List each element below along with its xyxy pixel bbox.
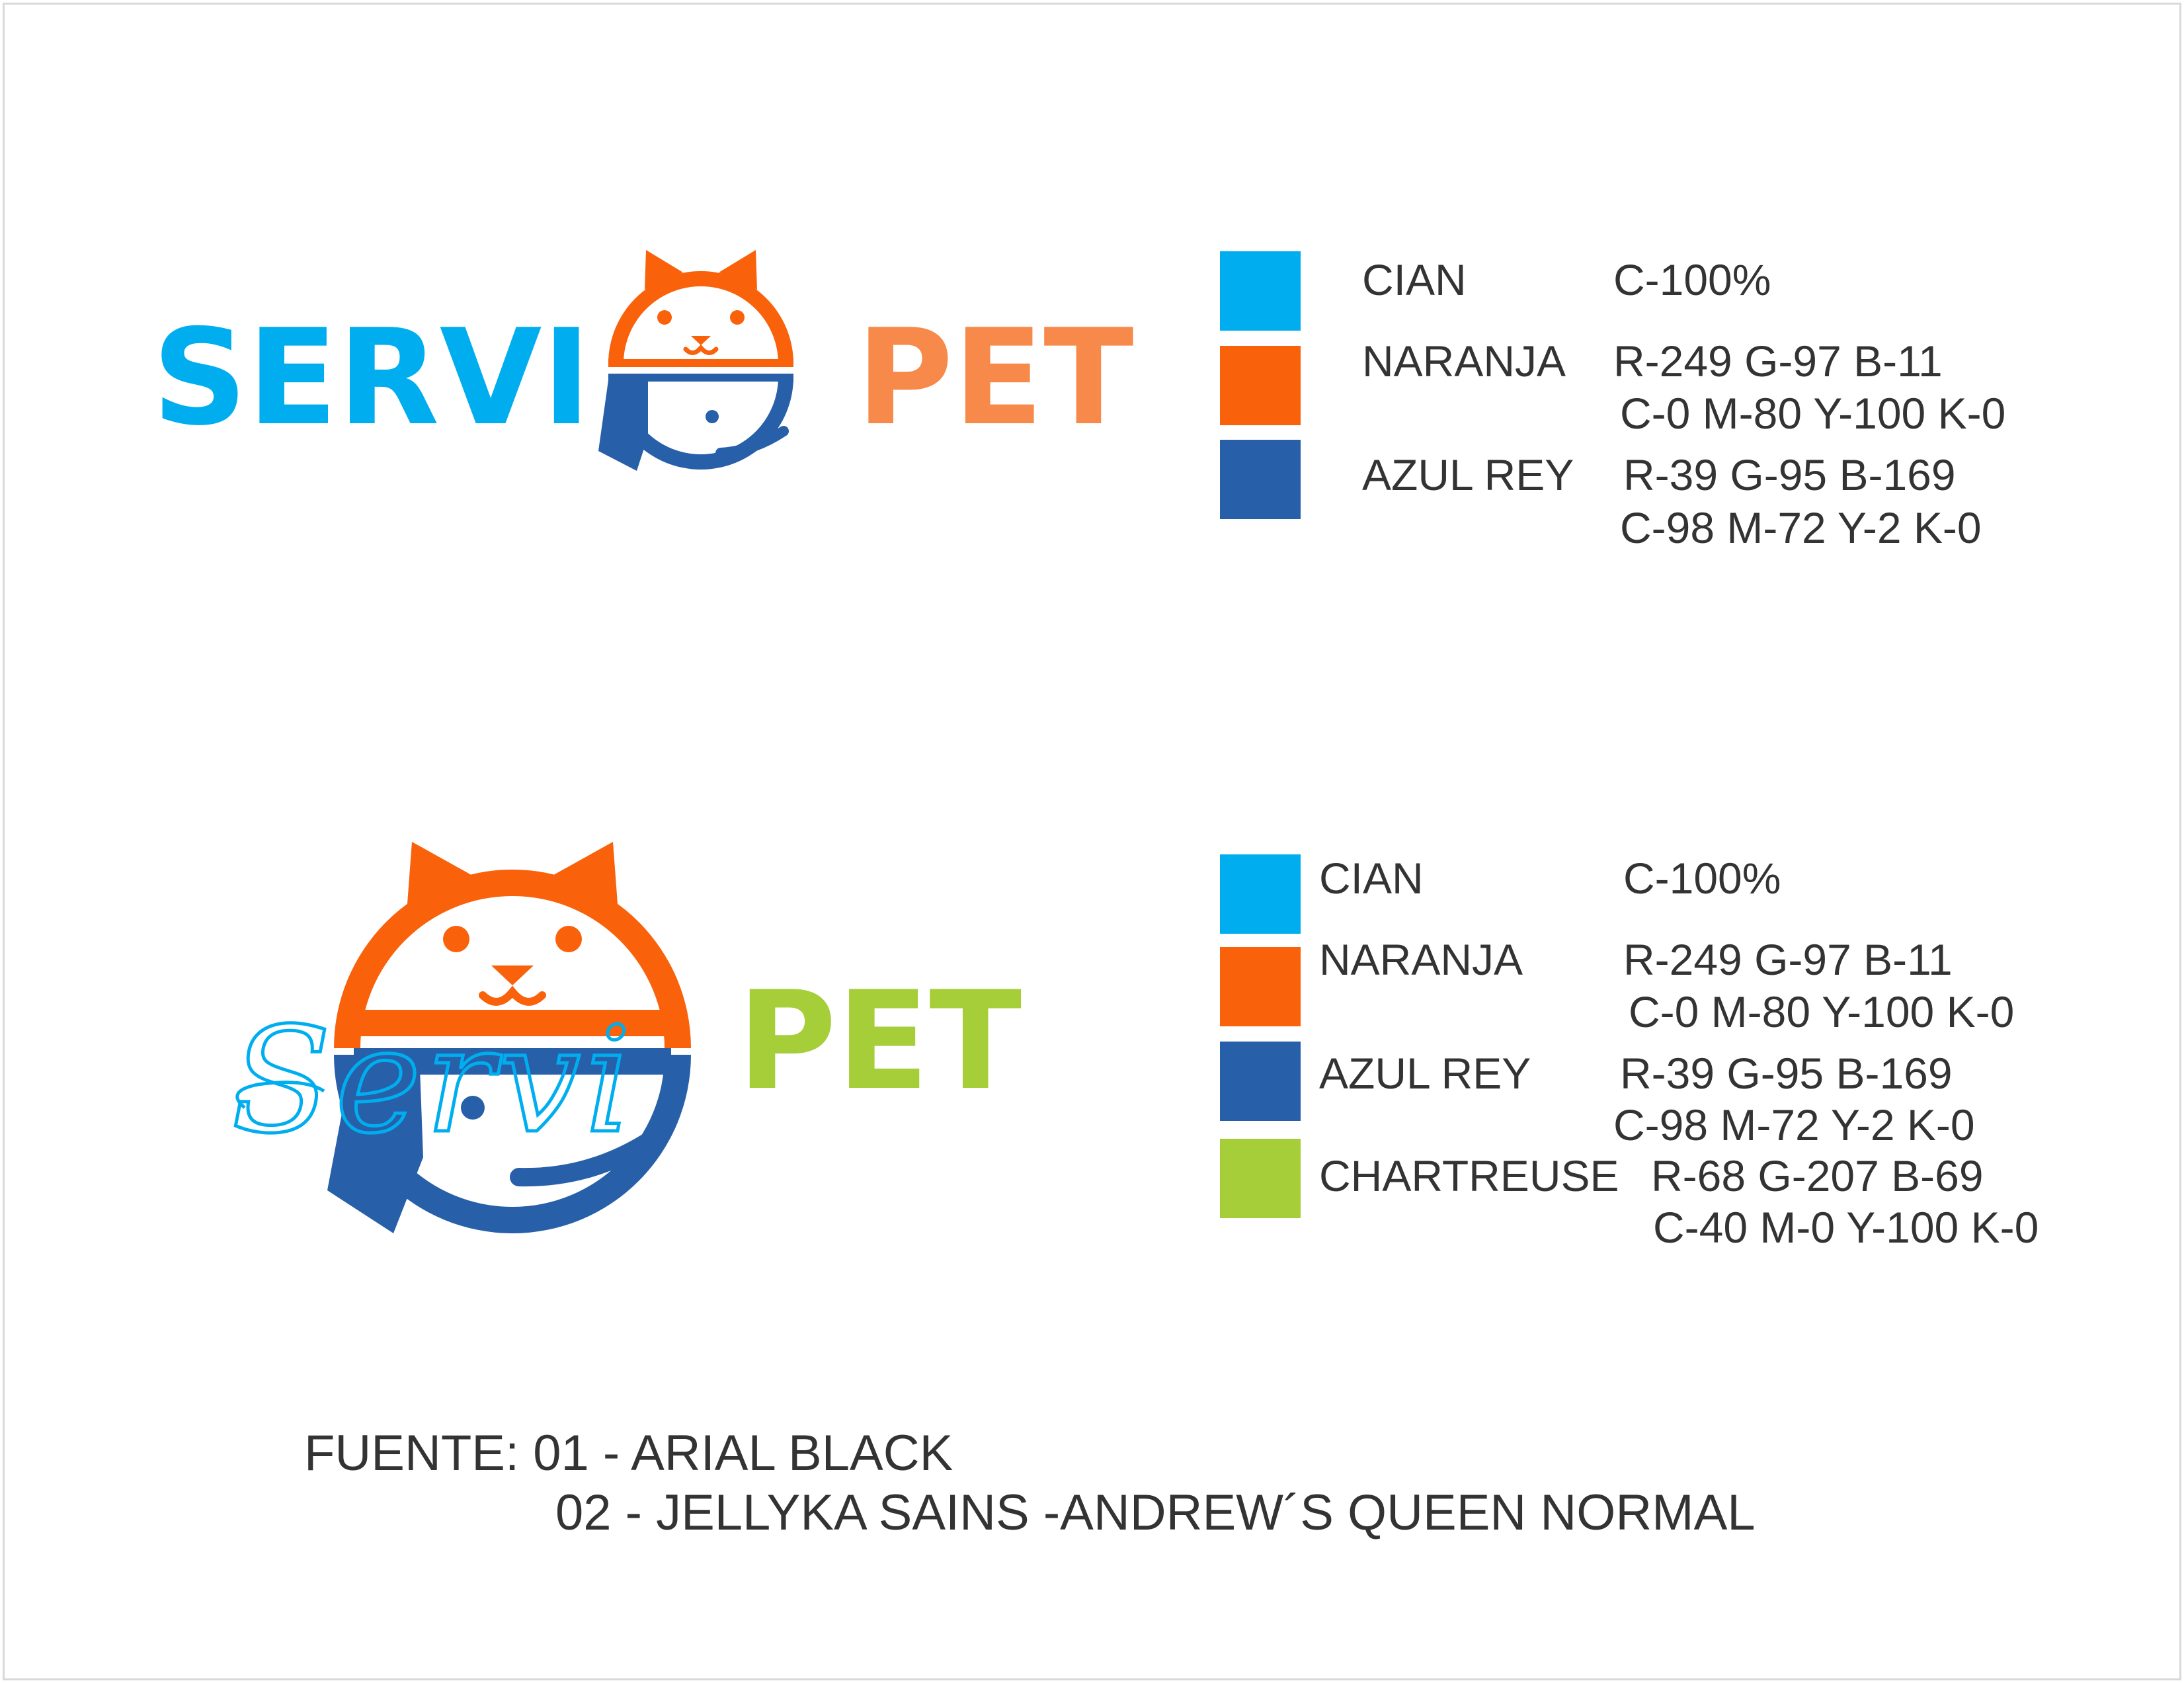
page-border bbox=[3, 3, 2181, 1680]
fonts-note-line2: 02 - JELLYKA SAINS -ANDREW´S QUEEN NORMA… bbox=[555, 1485, 1756, 1541]
palette1-azul-cmyk: C-98 M-72 Y-2 K-0 bbox=[1620, 503, 1982, 552]
palette1-azul-rgb: R-39 G-95 B-169 bbox=[1623, 450, 1956, 499]
palette2-azul-name: AZUL REY bbox=[1319, 1049, 1531, 1098]
palette1-cian-name: CIAN bbox=[1362, 255, 1467, 304]
cat-dog-circle-icon bbox=[598, 250, 793, 471]
palette1-naranja-rgb: R-249 G-97 B-11 bbox=[1613, 337, 1943, 386]
palette1-naranja-name: NARANJA bbox=[1362, 337, 1566, 386]
palette2-chartreuse-name: CHARTREUSE bbox=[1319, 1151, 1619, 1200]
logo-primary-graphic: SERVI PET bbox=[152, 250, 1134, 471]
palette2-chartreuse-rgb: R-68 G-207 B-69 bbox=[1651, 1151, 1984, 1200]
palette1-cian-value: C-100% bbox=[1613, 255, 1771, 304]
cat-dog-circle-icon bbox=[327, 842, 691, 1233]
palette1-naranja-cmyk: C-0 M-80 Y-100 K-0 bbox=[1620, 389, 2006, 438]
swatch-cian-2 bbox=[1220, 854, 1301, 934]
swatch-cian bbox=[1220, 251, 1301, 331]
palette2-cian-name: CIAN bbox=[1319, 854, 1424, 903]
script-swash bbox=[235, 1081, 325, 1109]
fonts-note-line1: FUENTE: 01 - ARIAL BLACK bbox=[304, 1425, 953, 1481]
palette2-azul-cmyk: C-98 M-72 Y-2 K-0 bbox=[1613, 1100, 1975, 1149]
swatch-azul-rey bbox=[1220, 440, 1301, 519]
palette2-naranja-rgb: R-249 G-97 B-11 bbox=[1623, 935, 1953, 984]
palette2-chartreuse-cmyk: C-40 M-0 Y-100 K-0 bbox=[1653, 1203, 2039, 1252]
logo-secondary-graphic: Servi PET bbox=[230, 842, 1022, 1233]
palette2-naranja-cmyk: C-0 M-80 Y-100 K-0 bbox=[1629, 987, 2015, 1036]
swatch-chartreuse bbox=[1220, 1139, 1301, 1218]
logo2-word-pet: PET bbox=[737, 963, 1022, 1120]
logo-word-servi: SERVI bbox=[152, 301, 591, 455]
swatch-azul-rey-2 bbox=[1220, 1042, 1301, 1121]
palette1-azul-name: AZUL REY bbox=[1362, 450, 1574, 499]
servipet-logo-secondary: Servi PET bbox=[230, 830, 1091, 1240]
swatch-naranja-2 bbox=[1220, 947, 1301, 1026]
servipet-logo-primary: SERVI PET bbox=[145, 238, 1137, 542]
palette2-azul-rgb: R-39 G-95 B-169 bbox=[1620, 1049, 1953, 1098]
palette2-cian-value: C-100% bbox=[1623, 854, 1781, 903]
swatch-naranja bbox=[1220, 346, 1301, 425]
logo-script-servi: Servi bbox=[231, 996, 635, 1165]
logo-word-pet: PET bbox=[856, 301, 1134, 455]
palette2-naranja-name: NARANJA bbox=[1319, 935, 1523, 984]
